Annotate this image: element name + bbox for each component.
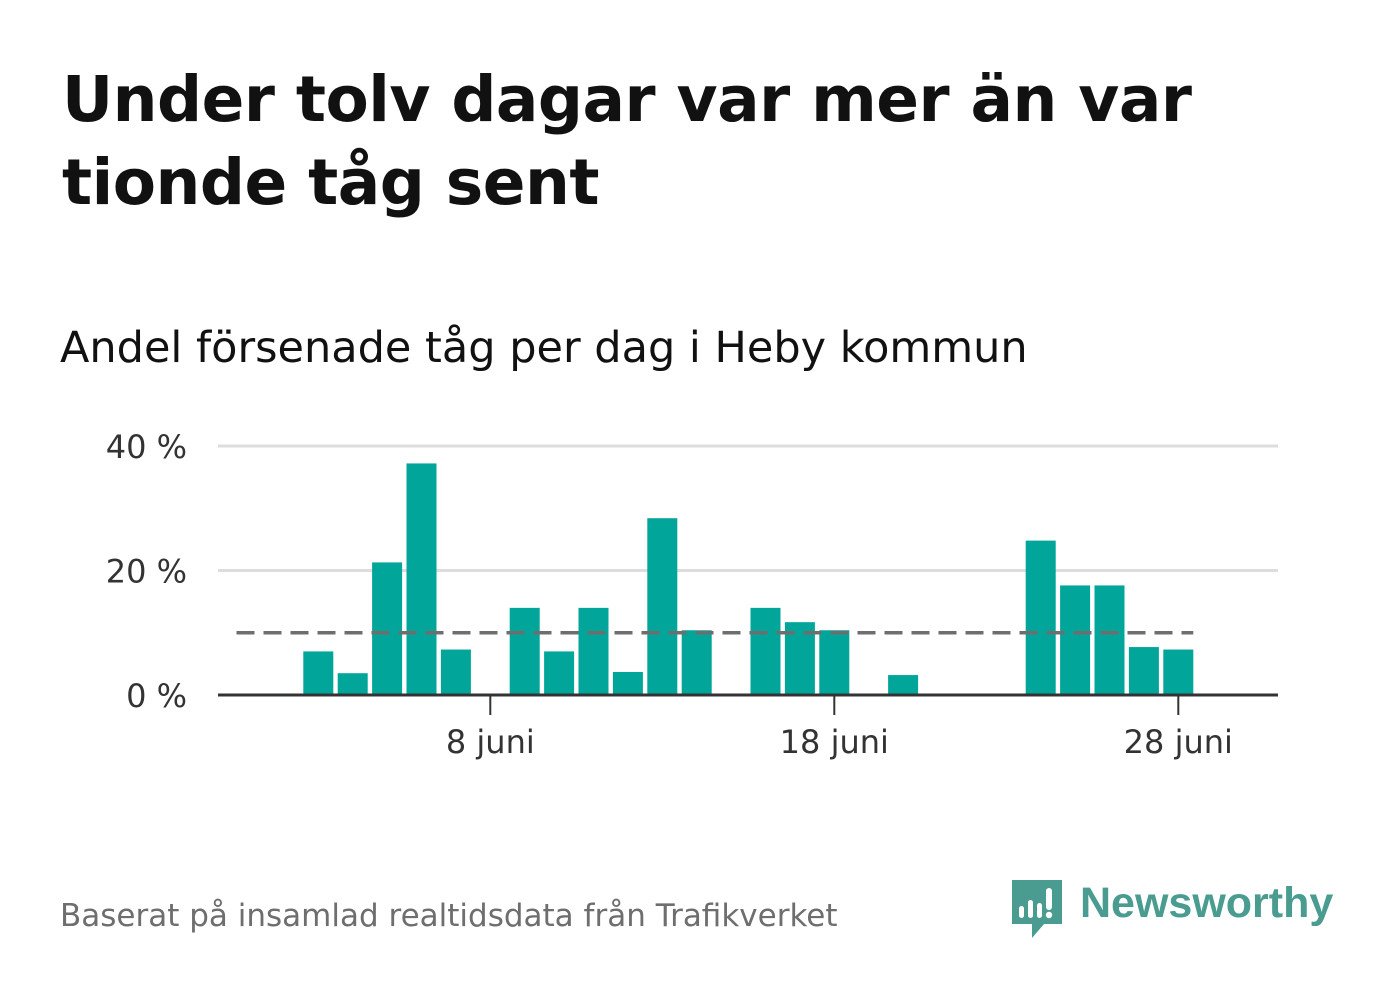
newsworthy-logo-icon (1012, 880, 1062, 938)
bar (337, 673, 368, 695)
y-tick-label: 0 % (126, 677, 187, 715)
x-tick-label: 28 juni (1124, 723, 1233, 761)
bar (372, 562, 403, 695)
source-note: Baserat på insamlad realtidsdata från Tr… (60, 898, 838, 934)
bar (750, 607, 781, 695)
bars (303, 463, 1194, 695)
chart-title: Under tolv dagar var mer än var tionde t… (62, 63, 1192, 219)
bar (544, 651, 575, 695)
bar (509, 607, 540, 695)
bar (681, 630, 712, 695)
bar (578, 607, 609, 695)
bar (1163, 649, 1194, 695)
bar (1060, 585, 1091, 695)
bar (888, 675, 919, 695)
bar (440, 649, 471, 695)
x-tick-label: 18 juni (780, 723, 889, 761)
bar (1094, 585, 1125, 695)
brand-name: Newsworthy (1080, 879, 1334, 927)
bar (1025, 540, 1056, 695)
y-tick-label: 20 % (106, 553, 187, 591)
bar (612, 671, 643, 695)
bar (303, 651, 334, 695)
chart-subtitle: Andel försenade tåg per dag i Heby kommu… (60, 323, 1028, 373)
gridlines (218, 444, 1278, 572)
bar (819, 630, 850, 695)
bar (1128, 647, 1159, 695)
y-tick-label: 40 % (106, 428, 187, 466)
axes: 0 % 20 % 40 % 8 juni 18 juni 28 juni (106, 428, 1278, 761)
bar (406, 463, 437, 695)
x-tick-label: 8 juni (446, 723, 535, 761)
brand-logo: Newsworthy (1010, 878, 1333, 940)
bar (647, 518, 678, 695)
